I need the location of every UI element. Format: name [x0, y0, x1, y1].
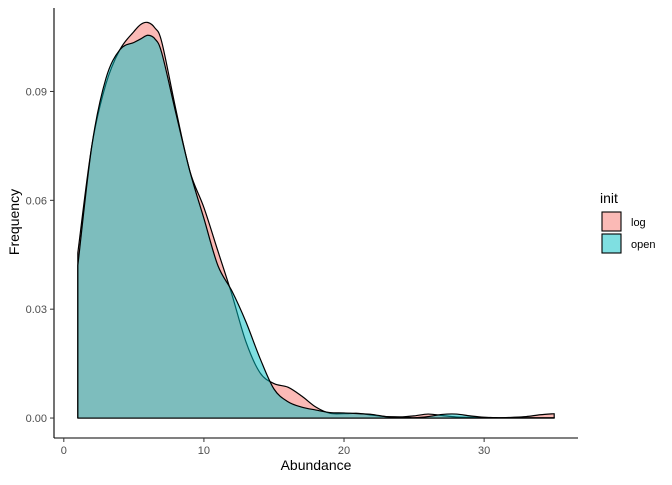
- legend-label-log: log: [631, 217, 646, 229]
- legend: init log open: [600, 190, 655, 254]
- legend-title: init: [600, 190, 618, 206]
- axes: 0 10 20 30 0.00 0.03 0.06 0.09: [26, 8, 578, 457]
- x-tick-label: 0: [61, 445, 67, 457]
- legend-label-open: open: [631, 239, 655, 251]
- legend-items: log open: [601, 211, 655, 254]
- y-tick-label: 0.09: [26, 86, 47, 98]
- x-axis-title: Abundance: [281, 457, 352, 473]
- x-tick-label: 30: [478, 445, 490, 457]
- x-axis-ticks: 0 10 20 30: [61, 438, 490, 457]
- density-area-open: [77, 34, 555, 419]
- x-tick-label: 20: [338, 445, 350, 457]
- density-areas: [77, 21, 555, 419]
- x-tick-label: 10: [198, 445, 210, 457]
- y-tick-label: 0.06: [26, 195, 47, 207]
- legend-key-open: [601, 233, 622, 254]
- y-axis-title: Frequency: [6, 189, 22, 255]
- y-axis-ticks: 0.00 0.03 0.06 0.09: [26, 86, 54, 425]
- y-tick-label: 0.03: [26, 304, 47, 316]
- y-tick-label: 0.00: [26, 413, 47, 425]
- legend-key-log: [601, 211, 622, 232]
